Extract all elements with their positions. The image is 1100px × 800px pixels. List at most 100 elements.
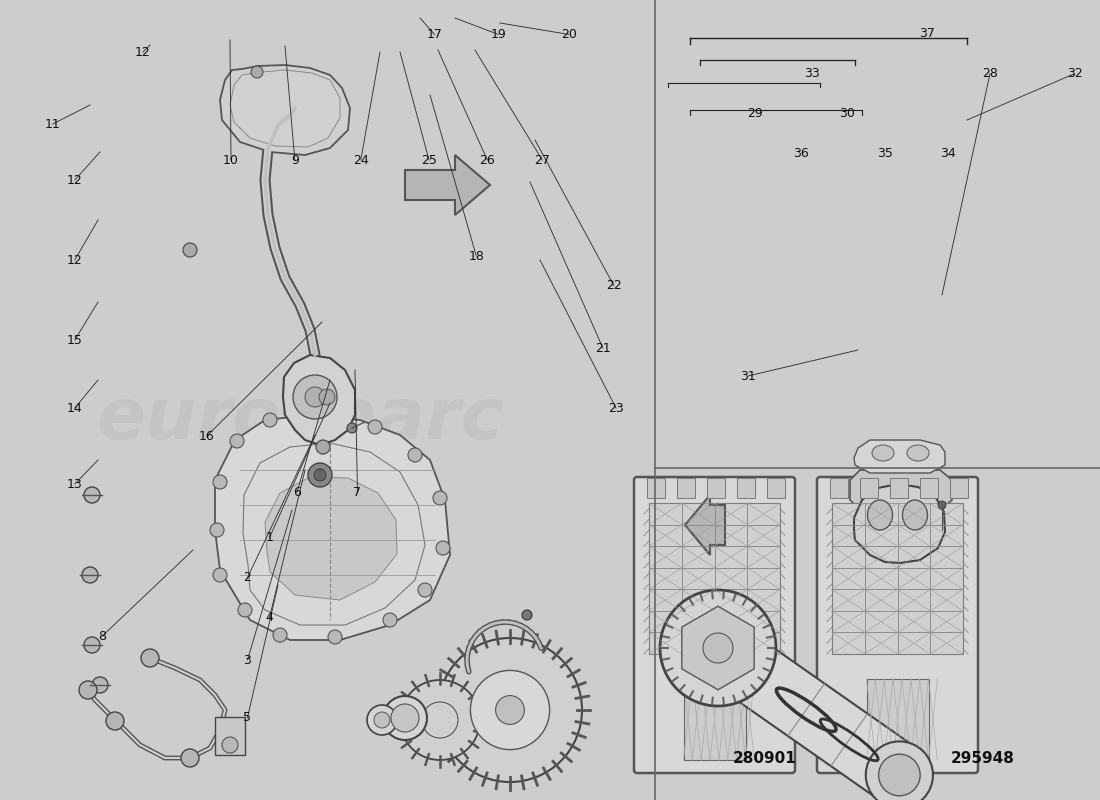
Ellipse shape [902,500,927,530]
Text: 32: 32 [1067,67,1082,80]
Text: 17: 17 [427,28,442,41]
Bar [865,611,898,633]
Text: 28: 28 [982,67,998,80]
Text: 1: 1 [265,531,274,544]
Bar [832,590,865,611]
Bar [649,546,682,568]
Bar [931,568,962,590]
Circle shape [213,475,227,489]
Text: 16: 16 [199,430,214,442]
Circle shape [251,66,263,78]
Bar [682,546,715,568]
Circle shape [305,387,324,407]
Text: 19: 19 [491,28,506,41]
Bar [931,546,962,568]
Text: 35: 35 [878,147,893,160]
Bar [832,525,865,546]
Text: 14: 14 [67,402,82,414]
Circle shape [368,420,382,434]
Bar [832,633,865,654]
Bar [832,568,865,590]
Text: 12: 12 [135,46,151,58]
Text: 8: 8 [98,630,107,642]
Bar [867,678,928,760]
FancyBboxPatch shape [817,477,978,773]
Text: 30: 30 [839,107,855,120]
Circle shape [82,567,98,583]
Text: 9: 9 [290,154,299,166]
Text: 21: 21 [595,342,610,354]
Text: 36: 36 [793,147,808,160]
Bar [767,478,785,498]
Circle shape [293,375,337,419]
Bar [649,568,682,590]
Text: 22: 22 [606,279,621,292]
Circle shape [308,463,332,487]
Circle shape [367,705,397,735]
Text: 6: 6 [293,486,301,498]
Bar [931,525,962,546]
Circle shape [383,696,427,740]
Bar [649,525,682,546]
Circle shape [408,448,422,462]
Bar [682,611,715,633]
Bar [715,568,747,590]
Circle shape [433,491,447,505]
Circle shape [141,649,160,667]
Bar [931,633,962,654]
Text: 37: 37 [920,27,935,40]
Circle shape [314,409,327,423]
Bar [682,525,715,546]
Bar [715,590,747,611]
Circle shape [319,389,336,405]
Bar [683,678,746,760]
Polygon shape [685,495,725,555]
Circle shape [263,413,277,427]
Bar [682,568,715,590]
Bar [898,633,931,654]
Circle shape [210,523,224,537]
Circle shape [84,487,100,503]
Bar [707,478,725,498]
Bar [865,568,898,590]
Text: 12: 12 [67,174,82,186]
Bar [747,546,780,568]
Bar [649,590,682,611]
Circle shape [374,712,390,728]
Text: 4: 4 [265,611,274,624]
Polygon shape [854,484,945,563]
Bar [931,590,962,611]
Text: 23: 23 [608,402,624,414]
Circle shape [703,633,733,663]
Polygon shape [283,355,355,445]
Circle shape [238,603,252,617]
Bar [747,503,780,525]
Text: 33: 33 [804,67,820,80]
Bar [715,525,747,546]
Bar [715,633,747,654]
Circle shape [400,680,480,760]
Circle shape [273,628,287,642]
Circle shape [418,583,432,597]
Text: 26: 26 [480,154,495,166]
Circle shape [471,670,550,750]
Circle shape [879,754,921,796]
Circle shape [390,704,419,732]
Bar [865,525,898,546]
Ellipse shape [908,445,930,461]
Circle shape [183,243,197,257]
Bar [715,503,747,525]
Bar [682,633,715,654]
Circle shape [213,568,227,582]
Circle shape [866,742,933,800]
Text: 10: 10 [223,154,239,166]
Text: 5: 5 [243,711,252,724]
Polygon shape [850,470,952,510]
Bar [214,717,245,755]
Bar [649,503,780,654]
Circle shape [383,613,397,627]
Bar [649,611,682,633]
Circle shape [230,434,244,448]
Bar [682,590,715,611]
Bar [860,478,878,498]
